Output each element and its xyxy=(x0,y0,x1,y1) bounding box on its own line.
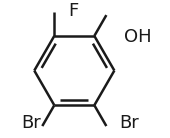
Text: Br: Br xyxy=(21,114,41,132)
Text: Br: Br xyxy=(119,114,139,132)
Text: F: F xyxy=(68,2,78,20)
Text: OH: OH xyxy=(124,28,152,46)
